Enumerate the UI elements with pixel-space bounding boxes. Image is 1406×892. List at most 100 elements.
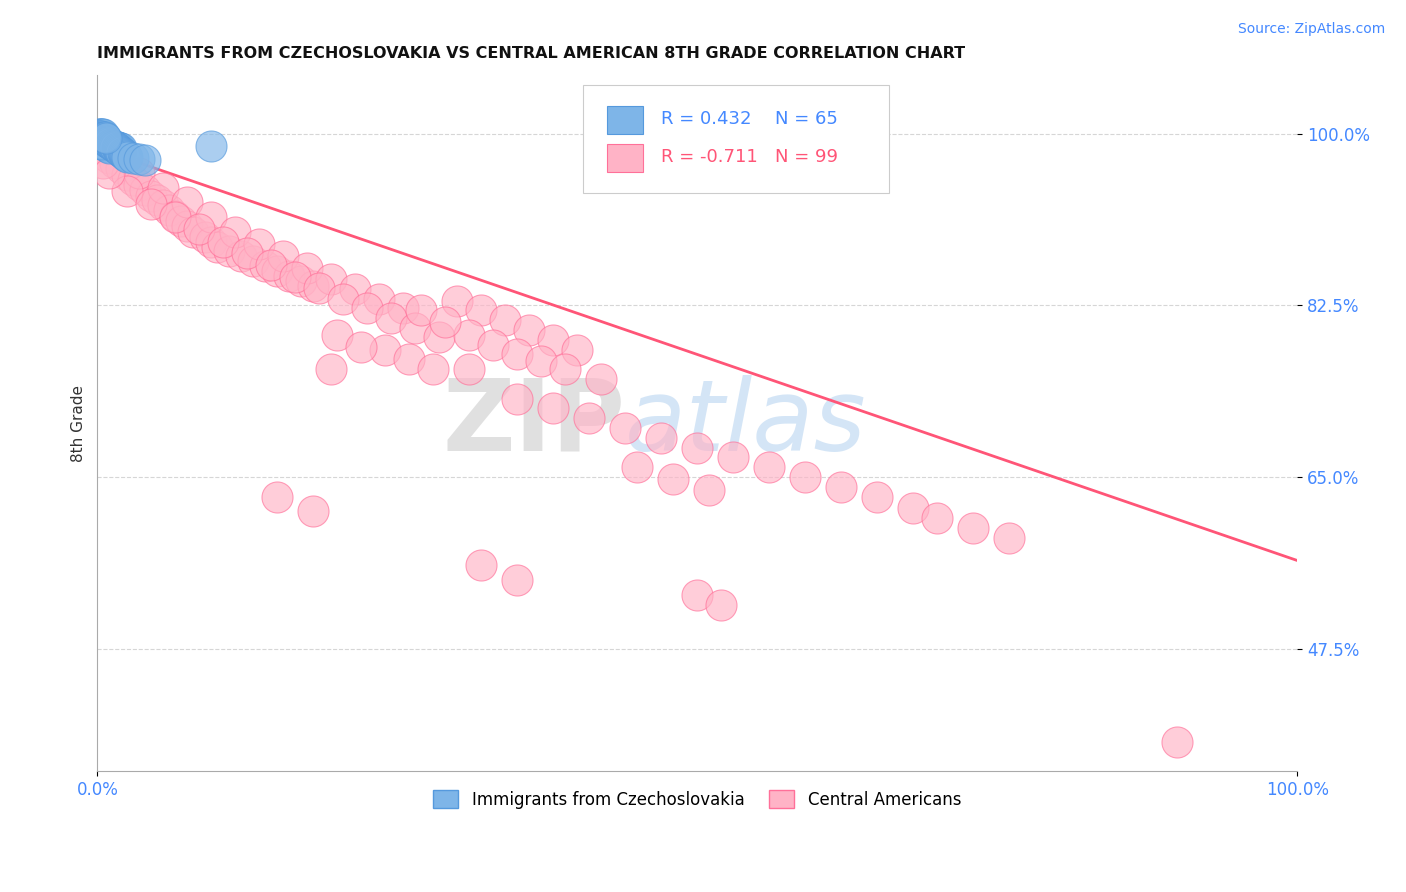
Point	[662, 472, 685, 486]
Point	[591, 372, 613, 386]
Point	[108, 144, 131, 158]
Point	[212, 235, 235, 249]
Point	[321, 272, 343, 286]
Point	[543, 401, 565, 416]
Point	[200, 235, 222, 249]
Point	[89, 128, 111, 143]
Point	[98, 137, 121, 152]
Point	[218, 244, 240, 259]
Point	[297, 261, 319, 276]
Point	[326, 327, 349, 342]
Point	[356, 301, 378, 316]
Bar	[607, 145, 644, 172]
Point	[98, 141, 121, 155]
Point	[176, 195, 198, 210]
Point	[332, 292, 354, 306]
Point	[284, 270, 307, 285]
Point	[128, 178, 150, 192]
Point	[686, 441, 709, 455]
Point	[90, 128, 112, 143]
Point	[458, 362, 481, 376]
Point	[273, 249, 295, 263]
Point	[100, 137, 122, 152]
Point	[517, 323, 540, 337]
Point	[117, 168, 139, 182]
Point	[231, 249, 253, 263]
Point	[200, 138, 222, 153]
Point	[103, 139, 125, 153]
Point	[101, 138, 124, 153]
Point	[122, 151, 145, 165]
Point	[91, 129, 114, 144]
Point	[110, 161, 132, 175]
Point	[87, 128, 110, 143]
Point	[89, 135, 111, 149]
Point	[110, 145, 132, 160]
Point	[141, 197, 163, 211]
Text: ZIP: ZIP	[443, 375, 626, 472]
Point	[302, 278, 325, 293]
Point	[626, 460, 648, 475]
Point	[93, 127, 115, 141]
Point	[224, 225, 246, 239]
Point	[104, 140, 127, 154]
Text: R = -0.711: R = -0.711	[661, 148, 758, 166]
Point	[165, 209, 187, 223]
Point	[97, 135, 120, 149]
Point	[962, 521, 984, 535]
Point	[242, 254, 264, 268]
Text: R = 0.432: R = 0.432	[661, 110, 752, 128]
Point	[96, 135, 118, 149]
Point	[93, 141, 115, 155]
Point	[170, 214, 193, 228]
Point	[1166, 735, 1188, 749]
Point	[482, 337, 505, 351]
Point	[247, 236, 270, 251]
Text: IMMIGRANTS FROM CZECHOSLOVAKIA VS CENTRAL AMERICAN 8TH GRADE CORRELATION CHART: IMMIGRANTS FROM CZECHOSLOVAKIA VS CENTRA…	[97, 46, 966, 62]
Point	[374, 343, 396, 357]
Point	[266, 264, 288, 278]
Point	[90, 127, 112, 141]
Point	[470, 558, 492, 573]
Point	[93, 136, 115, 151]
Point	[90, 135, 112, 149]
Point	[96, 139, 118, 153]
Point	[200, 210, 222, 224]
Point	[89, 127, 111, 141]
Point	[398, 352, 420, 367]
Point	[290, 274, 312, 288]
Point	[101, 138, 124, 153]
Bar	[607, 106, 644, 134]
Point	[90, 136, 112, 150]
Point	[578, 411, 600, 425]
Point	[254, 259, 277, 273]
Point	[110, 141, 132, 155]
Point	[458, 327, 481, 342]
Point	[308, 281, 330, 295]
Point	[188, 222, 211, 236]
Text: atlas: atlas	[626, 375, 868, 472]
Point	[107, 140, 129, 154]
Point	[100, 136, 122, 151]
Point	[260, 258, 283, 272]
Point	[176, 219, 198, 233]
Point	[93, 156, 115, 170]
Point	[108, 141, 131, 155]
Point	[506, 573, 529, 587]
Point	[128, 166, 150, 180]
Point	[446, 293, 468, 308]
Point	[758, 460, 780, 475]
Point	[89, 130, 111, 145]
Point	[103, 139, 125, 153]
Point	[111, 146, 134, 161]
Point	[152, 180, 174, 194]
Point	[236, 246, 259, 260]
Point	[108, 141, 131, 155]
Point	[368, 292, 391, 306]
Point	[506, 392, 529, 406]
Point	[93, 137, 115, 152]
Point	[146, 194, 169, 208]
Point	[114, 148, 136, 162]
Point	[434, 315, 457, 329]
Point	[266, 490, 288, 504]
